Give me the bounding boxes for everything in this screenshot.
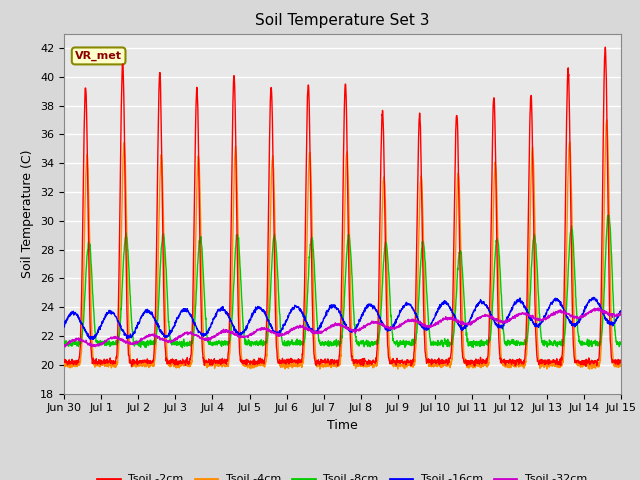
X-axis label: Time: Time xyxy=(327,419,358,432)
Y-axis label: Soil Temperature (C): Soil Temperature (C) xyxy=(22,149,35,278)
Legend: Tsoil -2cm, Tsoil -4cm, Tsoil -8cm, Tsoil -16cm, Tsoil -32cm: Tsoil -2cm, Tsoil -4cm, Tsoil -8cm, Tsoi… xyxy=(93,470,592,480)
Text: VR_met: VR_met xyxy=(75,51,122,61)
Title: Soil Temperature Set 3: Soil Temperature Set 3 xyxy=(255,13,429,28)
